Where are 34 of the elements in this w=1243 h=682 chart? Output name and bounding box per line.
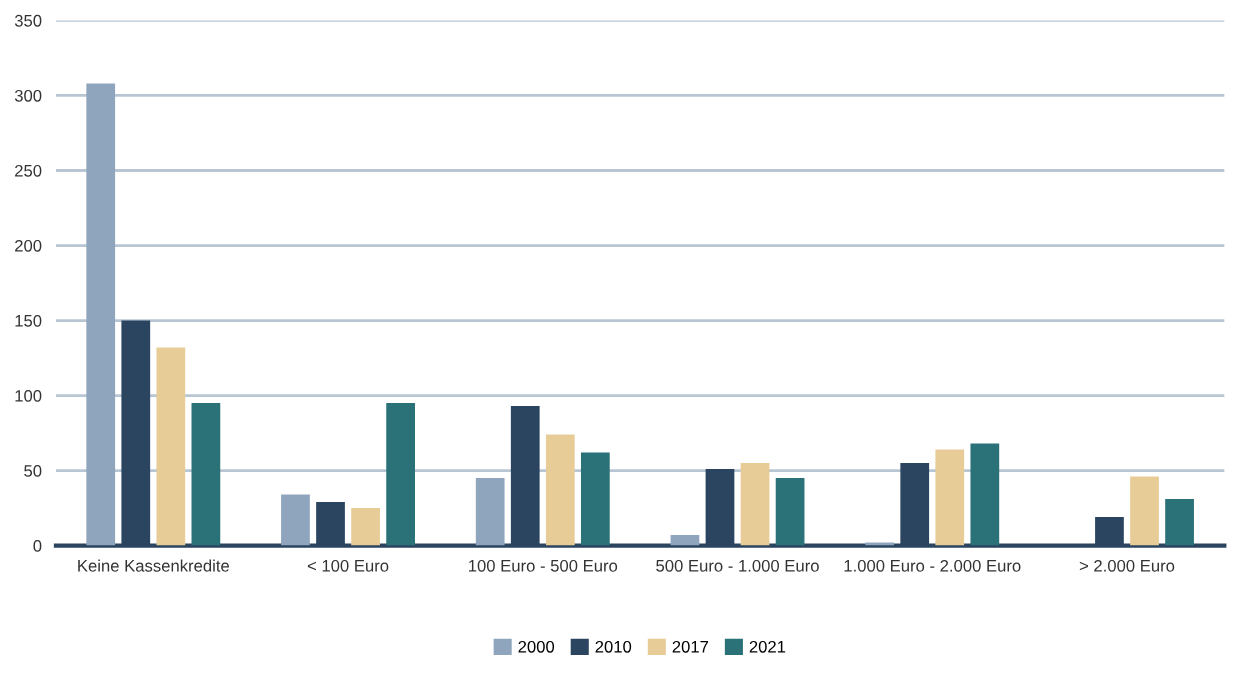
bar	[775, 478, 805, 546]
bar	[386, 403, 415, 546]
legend-label: 2000	[518, 640, 555, 653]
bar	[86, 83, 116, 546]
x-tick-label: 500 Euro - 1.000 Euro	[656, 559, 819, 572]
y-tick-label: 250	[15, 164, 42, 177]
legend-label: 2021	[749, 640, 786, 653]
y-tick-label: 50	[24, 464, 42, 477]
bar	[475, 478, 505, 546]
y-tick-label: 100	[15, 389, 42, 402]
bar	[351, 508, 380, 546]
bar	[545, 434, 575, 546]
bar	[1165, 499, 1194, 546]
bar	[191, 403, 221, 546]
bar	[740, 463, 770, 546]
bar	[670, 535, 700, 546]
x-tick-label: 1.000 Euro - 2.000 Euro	[844, 559, 1021, 572]
x-tick-label: < 100 Euro	[307, 559, 389, 572]
bar	[970, 443, 1000, 546]
bar	[156, 347, 186, 546]
x-tick-label: Keine Kassenkredite	[78, 559, 229, 572]
x-tick-label: 100 Euro - 500 Euro	[469, 559, 618, 572]
y-tick-label: 150	[15, 314, 42, 327]
bar	[1130, 476, 1159, 546]
bar	[281, 494, 310, 546]
y-tick-label: 200	[15, 239, 42, 252]
bar	[935, 449, 965, 546]
x-tick-label: > 2.000 Euro	[1079, 559, 1175, 572]
bar	[580, 452, 610, 546]
legend-label: 2017	[672, 640, 709, 653]
legend-label: 2010	[595, 640, 632, 653]
y-tick-label: 0	[33, 540, 42, 552]
y-tick-label: 300	[14, 89, 42, 102]
y-tick-label: 350	[14, 14, 42, 27]
